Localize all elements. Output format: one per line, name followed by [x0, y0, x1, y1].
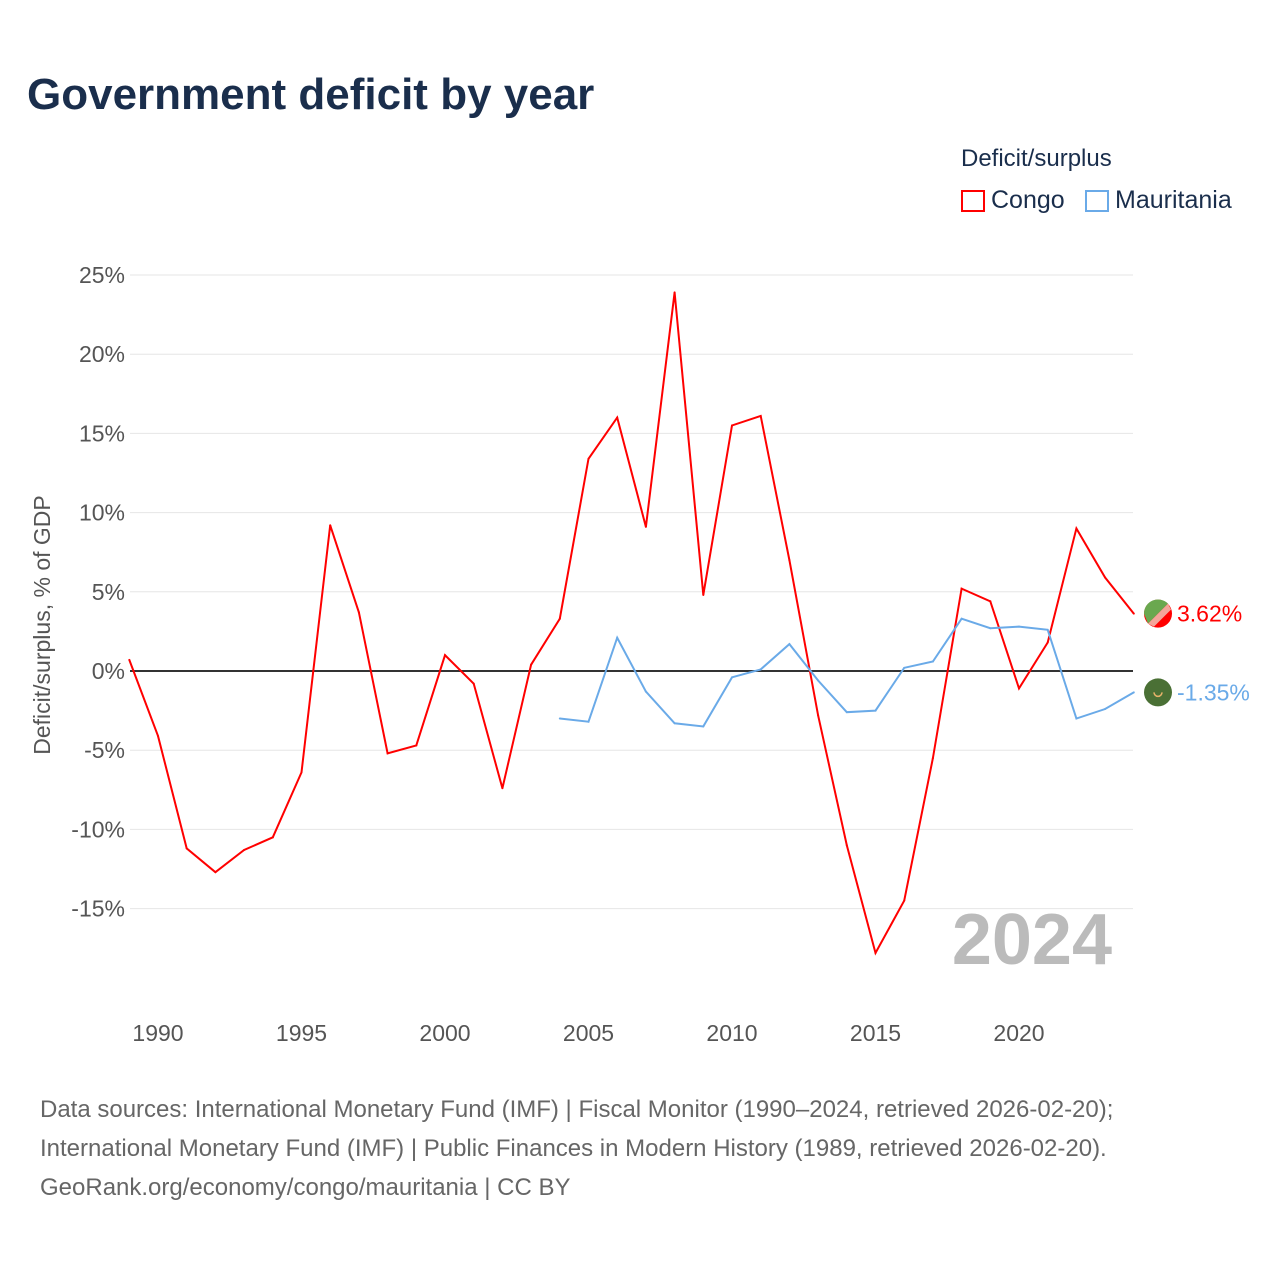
data-point [300, 771, 303, 774]
data-point [817, 679, 820, 682]
end-value-label: -1.35% [1177, 679, 1250, 705]
data-point [673, 291, 676, 294]
data-point [587, 720, 590, 723]
y-tick-label: 15% [79, 420, 125, 446]
flag-icon-part [1148, 603, 1171, 627]
data-point [558, 617, 561, 620]
data-point [845, 844, 848, 847]
data-point [702, 593, 705, 596]
y-tick-label: -10% [71, 816, 125, 842]
y-tick-label: 0% [92, 658, 125, 684]
data-point [644, 525, 647, 528]
y-tick-label: -15% [71, 896, 125, 922]
data-point [329, 524, 332, 527]
y-axis-label: Deficit/surplus, % of GDP [29, 495, 55, 754]
x-tick-label: 2010 [706, 1020, 757, 1046]
data-point [1046, 628, 1049, 631]
data-point [1018, 687, 1020, 690]
data-point [903, 899, 906, 902]
series-line-congo [128, 292, 1135, 956]
x-tick-label: 2000 [419, 1020, 470, 1046]
data-point [357, 611, 360, 614]
data-point [1104, 576, 1107, 579]
x-tick-label: 2015 [850, 1020, 901, 1046]
data-point [702, 725, 705, 728]
data-point [989, 600, 992, 603]
legend-title: Deficit/surplus [961, 145, 1112, 172]
data-point [874, 951, 877, 954]
data-point [616, 416, 619, 419]
y-tick-label: 5% [92, 579, 125, 605]
data-point [415, 744, 418, 747]
data-point [214, 871, 217, 874]
data-point [759, 414, 762, 417]
data-point [1018, 625, 1020, 628]
data-point [157, 734, 159, 737]
data-point [817, 714, 820, 717]
data-point [271, 836, 274, 839]
data-point [616, 636, 619, 639]
data-point [1132, 612, 1135, 615]
x-tick-label: 1995 [276, 1020, 327, 1046]
sources: Data sources: International Monetary Fun… [40, 1090, 1113, 1207]
data-point [759, 668, 762, 671]
flag-crescent [1153, 692, 1163, 698]
data-point [128, 658, 131, 661]
flag-icon-mauritania [1144, 678, 1172, 707]
data-point [185, 847, 188, 850]
legend-label: Mauritania [1115, 186, 1232, 214]
data-point [960, 617, 963, 620]
x-tick-label: 2020 [993, 1020, 1044, 1046]
data-point [1132, 691, 1135, 694]
data-point [644, 690, 647, 693]
data-point [874, 709, 877, 712]
data-point [530, 663, 533, 666]
y-tick-label: -5% [84, 737, 125, 763]
source-line: Data sources: International Monetary Fun… [40, 1096, 1114, 1123]
data-point [1075, 527, 1078, 530]
data-point [989, 627, 992, 630]
legend-swatch [961, 189, 985, 212]
legend-swatch [1085, 189, 1109, 212]
data-point [1104, 708, 1107, 711]
data-point [1075, 717, 1078, 720]
data-point [931, 757, 934, 760]
legend-item-congo[interactable]: Congo [961, 186, 1065, 215]
data-point [788, 559, 791, 562]
y-tick-label: 10% [79, 500, 125, 526]
data-point [960, 587, 963, 590]
data-point [243, 848, 246, 851]
end-value-label: 3.62% [1177, 601, 1242, 627]
data-point [931, 660, 934, 663]
data-point [444, 654, 446, 657]
legend-item-mauritania[interactable]: Mauritania [1085, 186, 1232, 215]
data-point [731, 424, 733, 427]
x-tick-label: 1990 [132, 1020, 183, 1046]
source-link[interactable]: GeoRank.org/economy/congo/mauritania | C… [40, 1174, 571, 1201]
data-point [587, 457, 590, 460]
data-point [386, 752, 389, 755]
data-point [472, 682, 475, 685]
data-point [731, 676, 733, 679]
y-tick-label: 20% [79, 341, 125, 367]
legend-label: Congo [991, 186, 1065, 214]
year-label: 2024 [952, 900, 1112, 980]
data-point [903, 666, 906, 669]
series-line-mauritania [559, 617, 1135, 728]
chart-title: Government deficit by year [27, 70, 595, 119]
data-point [845, 711, 848, 714]
data-point [501, 787, 504, 790]
y-tick-label: 25% [79, 262, 125, 288]
flag-icon-part [1143, 599, 1168, 624]
data-point [788, 643, 791, 646]
data-point [558, 717, 561, 720]
source-line: International Monetary Fund (IMF) | Publ… [40, 1135, 1107, 1162]
data-point [1046, 641, 1049, 644]
x-tick-label: 2005 [563, 1020, 614, 1046]
data-point [673, 722, 676, 725]
